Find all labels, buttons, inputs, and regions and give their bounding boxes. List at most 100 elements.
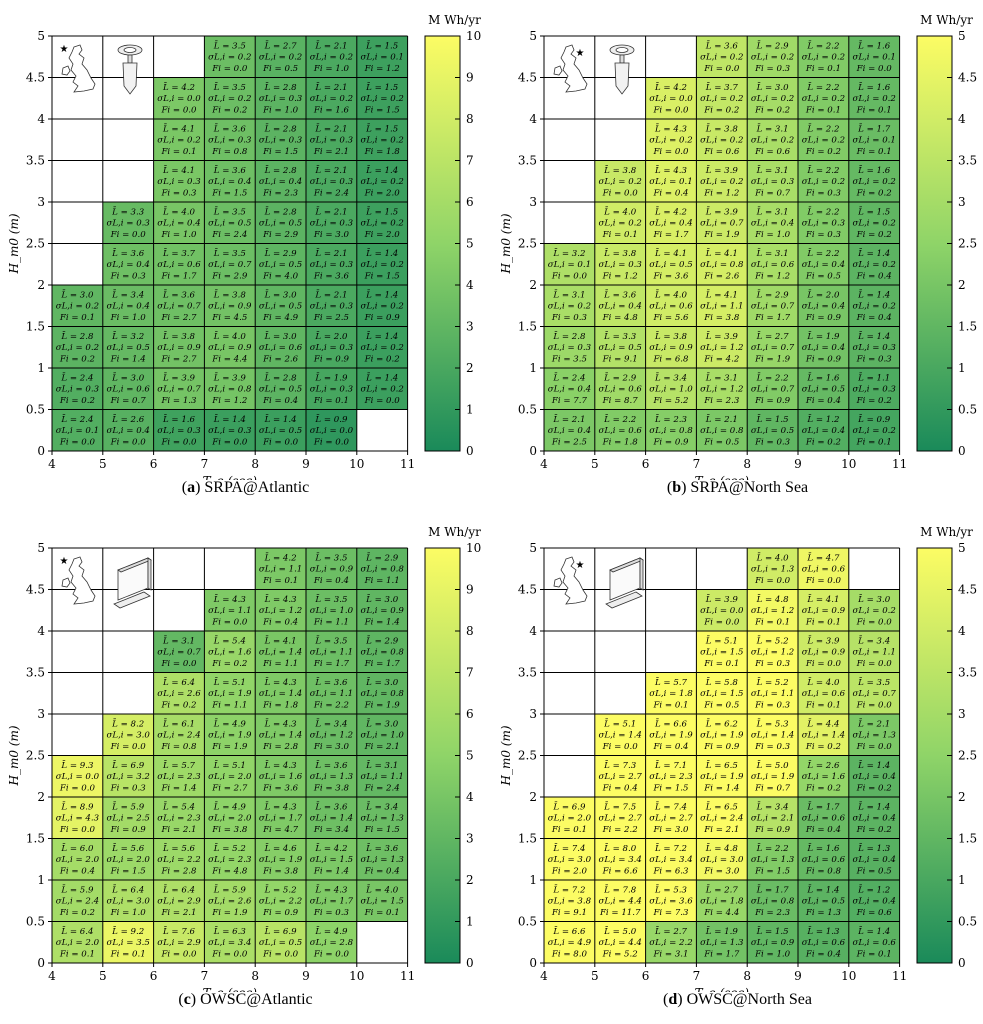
cell-f-label: Fi = 0.6 — [754, 147, 791, 157]
cell-f-label: Fi = 2.1 — [160, 908, 196, 918]
cell-fill — [747, 548, 798, 590]
cell-f-label: Fi = 0.0 — [110, 437, 147, 447]
cell-sigma-label: σL,i = 0.4 — [751, 219, 794, 229]
cell-f-label: Fi = 0.4 — [313, 576, 349, 586]
y-tick-label: 4 — [37, 112, 45, 126]
heatmap-cell: L̄ = 6.4σL,i = 2.0Fi = 0.1 — [52, 921, 103, 963]
cell-mean-label: L̄ = 1.4 — [365, 372, 398, 384]
cell-sigma-label: σL,i = 0.2 — [361, 385, 404, 395]
cell-f-label: Fi = 0.0 — [652, 147, 689, 157]
cell-f-label: Fi = 0.1 — [364, 908, 400, 918]
heatmap-cell: L̄ = 8.9σL,i = 4.3Fi = 0.0 — [52, 797, 103, 839]
cell-f-label: Fi = 0.1 — [856, 949, 892, 959]
cell-mean-label: L̄ = 5.1 — [603, 718, 636, 730]
heatmap-cell: L̄ = 3.4σL,i = 1.0Fi = 5.2 — [645, 368, 697, 410]
heatmap-cell: L̄ = 2.0σL,i = 0.3Fi = 0.9 — [306, 326, 357, 368]
cell-f-label: Fi = 1.8 — [364, 147, 401, 157]
cell-mean-label: L̄ = 6.9 — [111, 759, 145, 771]
cell-mean-label: L̄ = 3.6 — [314, 801, 348, 813]
cell-fill — [306, 160, 357, 202]
cell-f-label: Fi = 0.0 — [262, 437, 299, 447]
cell-sigma-label: σL,i = 2.2 — [157, 855, 200, 865]
cell-mean-label: L̄ = 3.3 — [111, 206, 145, 218]
cell-mean-label: L̄ = 3.9 — [705, 330, 739, 342]
cell-sigma-label: σL,i = 2.4 — [157, 731, 200, 741]
colorbar-tick-label: 2.5 — [958, 749, 977, 763]
cell-sigma-label: σL,i = 0.6 — [599, 426, 643, 436]
cell-f-label: Fi = 3.8 — [262, 866, 299, 876]
heatmap-cell: L̄ = 2.2σL,i = 0.2Fi = 0.1 — [798, 77, 849, 119]
cell-f-label: Fi = 0.9 — [110, 825, 147, 835]
cell-mean-label: L̄ = 2.4 — [60, 413, 93, 425]
cell-sigma-label: σL,i = 0.2 — [700, 94, 743, 104]
cell-f-label: Fi = 2.8 — [262, 742, 299, 752]
cell-fill — [747, 326, 798, 368]
cell-f-label: Fi = 0.1 — [805, 617, 841, 627]
cell-f-label: Fi = 0.1 — [652, 700, 688, 710]
cell-f-label: Fi = 3.8 — [211, 825, 248, 835]
cell-mean-label: L̄ = 6.4 — [111, 884, 144, 896]
cell-sigma-label: σL,i = 1.4 — [802, 731, 845, 741]
cell-fill — [848, 797, 900, 839]
cell-mean-label: L̄ = 2.2 — [756, 842, 789, 854]
cell-mean-label: L̄ = 2.4 — [60, 372, 93, 384]
heatmap-cell: L̄ = 2.8σL,i = 0.4Fi = 2.3 — [255, 160, 306, 202]
cell-f-label: Fi = 2.0 — [364, 188, 401, 198]
cell-f-label: Fi = 1.0 — [313, 64, 350, 74]
cell-sigma-label: σL,i = 0.2 — [751, 136, 794, 146]
heatmap-cell: L̄ = 2.2σL,i = 0.4Fi = 0.5 — [798, 243, 849, 285]
cell-mean-label: L̄ = 3.8 — [213, 289, 247, 301]
cell-f-label: Fi = 4.0 — [262, 271, 299, 281]
cell-mean-label: L̄ = 1.6 — [857, 40, 891, 52]
cell-mean-label: L̄ = 7.3 — [603, 759, 637, 771]
cell-sigma-label: σL,i = 1.4 — [310, 814, 353, 824]
heatmap-cell: L̄ = 3.6σL,i = 0.4Fi = 0.3 — [102, 243, 154, 285]
cell-f-label: Fi = 2.2 — [602, 825, 638, 835]
cell-mean-label: L̄ = 1.4 — [806, 884, 839, 896]
cell-sigma-label: σL,i = 0.4 — [259, 177, 302, 187]
heatmap-cell: L̄ = 7.4σL,i = 2.7Fi = 3.0 — [645, 797, 697, 839]
cell-sigma-label: σL,i = 0.2 — [802, 136, 845, 146]
cell-f-label: Fi = 0.0 — [59, 825, 96, 835]
cell-fill — [645, 368, 697, 410]
cell-mean-label: L̄ = 2.2 — [806, 40, 839, 52]
cell-fill — [645, 714, 697, 756]
cell-sigma-label: σL,i = 4.4 — [599, 938, 642, 948]
cell-f-label: Fi = 0.0 — [754, 576, 791, 586]
y-tick-label: 2.5 — [518, 749, 537, 763]
heatmap-cell: L̄ = 4.2σL,i = 1.5Fi = 1.4 — [306, 838, 357, 880]
heatmap-cell: L̄ = 4.0σL,i = 0.2Fi = 0.1 — [594, 202, 646, 244]
cell-f-label: Fi = 0.0 — [160, 105, 197, 115]
cell-f-label: Fi = 0.0 — [856, 64, 893, 74]
cell-f-label: Fi = 0.1 — [856, 437, 892, 447]
cell-fill — [153, 326, 205, 368]
cell-fill — [204, 160, 256, 202]
heatmap-cell: L̄ = 8.0σL,i = 3.4Fi = 6.6 — [594, 838, 646, 880]
cell-f-label: Fi = 0.0 — [652, 105, 689, 115]
cell-f-label: Fi = 1.2 — [703, 188, 739, 198]
cell-fill — [594, 243, 646, 285]
heatmap-cell: L̄ = 2.3σL,i = 0.8Fi = 0.9 — [645, 409, 697, 451]
colorbar-tick-label: 10 — [466, 541, 481, 555]
heatmap-cell: L̄ = 3.4σL,i = 1.2Fi = 3.0 — [306, 714, 357, 756]
heatmap-cell: L̄ = 3.1σL,i = 0.3Fi = 0.7 — [747, 160, 798, 202]
cell-f-label: Fi = 0.1 — [160, 147, 196, 157]
cell-sigma-label: σL,i = 0.6 — [107, 385, 151, 395]
heatmap-c: L̄ = 6.4σL,i = 2.0Fi = 0.1L̄ = 9.2σL,i =… — [7, 525, 481, 992]
cell-f-label: Fi = 1.6 — [313, 105, 350, 115]
cell-f-label: Fi = 1.1 — [313, 617, 349, 627]
cell-f-label: Fi = 0.3 — [313, 908, 350, 918]
cell-f-label: Fi = 1.5 — [110, 866, 146, 876]
cell-mean-label: L̄ = 6.1 — [162, 718, 195, 730]
cell-sigma-label: σL,i = 2.2 — [259, 897, 302, 907]
cell-sigma-label: σL,i = 2.9 — [157, 938, 201, 948]
heatmap-cell: L̄ = 1.4σL,i = 0.2Fi = 1.5 — [356, 243, 408, 285]
heatmap-cell: L̄ = 2.6σL,i = 0.4Fi = 0.0 — [102, 409, 154, 451]
cell-fill — [306, 755, 357, 797]
location-star-icon: ★ — [576, 560, 585, 571]
cell-fill — [594, 368, 646, 410]
y-tick-label: 4 — [529, 624, 537, 638]
cell-mean-label: L̄ = 4.3 — [264, 718, 298, 730]
cell-fill — [594, 714, 646, 756]
cell-mean-label: L̄ = 5.7 — [654, 676, 688, 688]
